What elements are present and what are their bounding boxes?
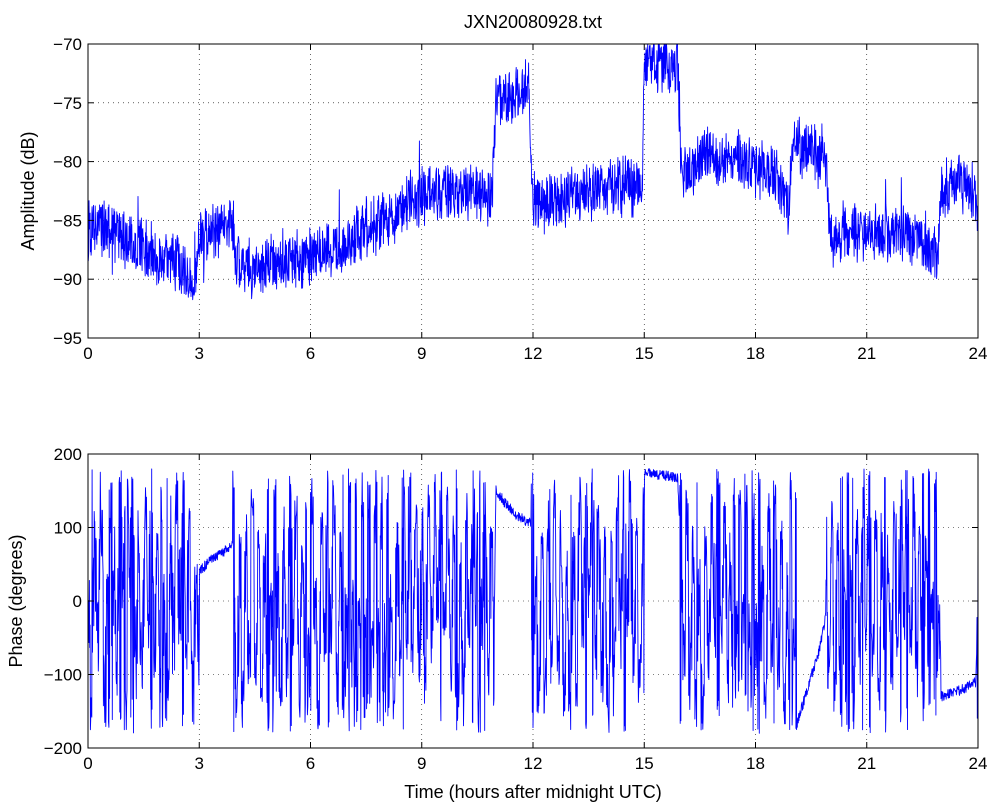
x-tick-label: 6: [306, 344, 315, 363]
x-tick-label: 18: [746, 754, 765, 773]
y-tick-label: −80: [53, 153, 82, 172]
amplitude-axes: 0 3 6 9 12 15 18 21 24 −95 −90 −85 −80 −75 −70 JXN2008…: [18, 12, 987, 363]
x-tick-label: 21: [857, 344, 876, 363]
amplitude-plot-area: [87, 43, 979, 301]
amplitude-series-line: [87, 43, 979, 301]
phase-axes: 0 3 6 9 12 15 18 21 24 −200 −100 0 100 200 Phase (deg…: [6, 445, 987, 802]
amplitude-ticks: 0 3 6 9 12 15 18 21 24 −95 −90 −85 −80 −75 −70: [53, 35, 987, 363]
y-tick-label: 100: [54, 519, 82, 538]
x-tick-label: 12: [524, 754, 543, 773]
y-tick-label: −95: [53, 329, 82, 348]
phase-ticks: 0 3 6 9 12 15 18 21 24 −200 −100 0 100 200: [44, 445, 988, 773]
y-tick-label: −70: [53, 35, 82, 54]
x-tick-label: 15: [635, 754, 654, 773]
y-tick-label: −200: [44, 739, 82, 758]
y-tick-label: −100: [44, 666, 82, 685]
x-tick-label: 3: [195, 344, 204, 363]
amplitude-y-axis-label: Amplitude (dB): [18, 131, 38, 250]
time-x-axis-label: Time (hours after midnight UTC): [404, 782, 661, 802]
x-tick-label: 12: [524, 344, 543, 363]
x-tick-label: 21: [857, 754, 876, 773]
amplitude-grid: [88, 44, 978, 338]
phase-y-axis-label: Phase (degrees): [6, 534, 26, 667]
chart-title: JXN20080928.txt: [464, 12, 602, 32]
y-tick-label: −90: [53, 270, 82, 289]
y-tick-label: −75: [53, 94, 82, 113]
x-tick-label: 6: [306, 754, 315, 773]
x-tick-label: 24: [969, 344, 988, 363]
x-tick-label: 9: [417, 754, 426, 773]
y-tick-label: 0: [73, 592, 82, 611]
x-tick-label: 0: [83, 344, 92, 363]
x-tick-label: 9: [417, 344, 426, 363]
phase-series-line: [87, 467, 979, 734]
x-tick-label: 15: [635, 344, 654, 363]
x-tick-label: 24: [969, 754, 988, 773]
x-tick-label: 3: [195, 754, 204, 773]
y-tick-label: 200: [54, 445, 82, 464]
x-tick-label: 18: [746, 344, 765, 363]
x-tick-label: 0: [83, 754, 92, 773]
phase-plot-area: [87, 467, 979, 734]
y-tick-label: −85: [53, 211, 82, 230]
